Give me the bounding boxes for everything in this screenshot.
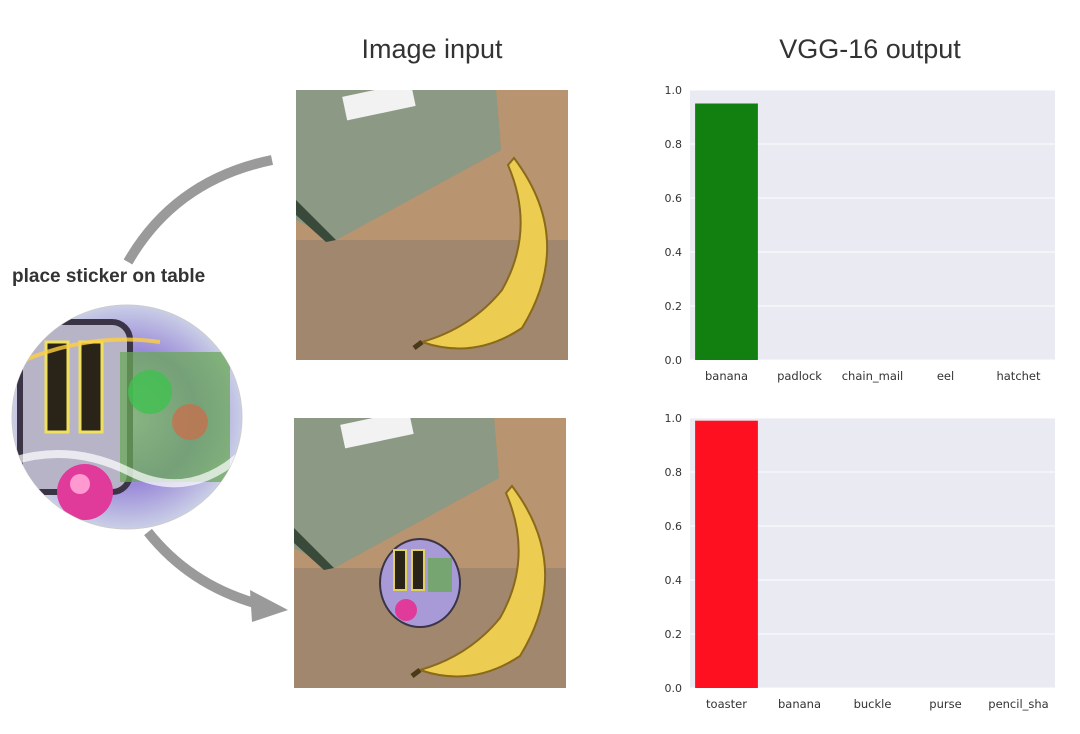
input-photo-banana-with-sticker <box>294 418 566 688</box>
x-tick-label: buckle <box>854 697 892 711</box>
y-tick-label: 0.2 <box>665 628 683 641</box>
x-tick-label: banana <box>705 369 748 383</box>
x-tick-label: chain_mail <box>842 369 904 383</box>
y-tick-label: 0.8 <box>665 466 683 479</box>
x-tick-label: hatchet <box>996 369 1041 383</box>
arrow-to-bottom-image <box>144 528 260 609</box>
x-tick-label: padlock <box>777 369 822 383</box>
arrow-to-top-image <box>123 155 274 265</box>
x-tick-label: purse <box>929 697 961 711</box>
x-tick-label: pencil_sha <box>988 697 1048 711</box>
y-tick-label: 0.4 <box>665 246 683 259</box>
y-tick-label: 0.4 <box>665 574 683 587</box>
y-tick-label: 1.0 <box>665 412 683 425</box>
y-tick-label: 0.0 <box>665 354 683 367</box>
sticker-on-table <box>379 538 461 628</box>
x-tick-label: eel <box>937 369 954 383</box>
arrows <box>123 155 288 622</box>
vgg16-chart-bottom: 0.0 0.2 0.4 0.6 0.8 1.0 toaster banana buckle pur… <box>665 412 1055 711</box>
y-tick-label: 1.0 <box>665 84 683 97</box>
arrow-head <box>250 590 288 622</box>
vgg16-chart-top: 0.0 0.2 0.4 0.6 0.8 1.0 banana padlock chain_mai… <box>665 84 1055 383</box>
y-tick-label: 0.8 <box>665 138 683 151</box>
bar-toaster <box>695 420 758 688</box>
x-tick-label: banana <box>778 697 821 711</box>
y-tick-label: 0.2 <box>665 300 683 313</box>
y-tick-label: 0.6 <box>665 192 683 205</box>
adversarial-sticker <box>11 304 243 530</box>
image-input-heading: Image input <box>361 34 503 64</box>
vgg16-output-heading: VGG-16 output <box>779 34 961 64</box>
x-tick-label: toaster <box>706 697 747 711</box>
y-tick-label: 0.6 <box>665 520 683 533</box>
y-tick-label: 0.0 <box>665 682 683 695</box>
sticker-label: place sticker on table <box>12 266 206 287</box>
input-photo-banana <box>296 90 568 360</box>
bar-banana <box>695 103 758 360</box>
